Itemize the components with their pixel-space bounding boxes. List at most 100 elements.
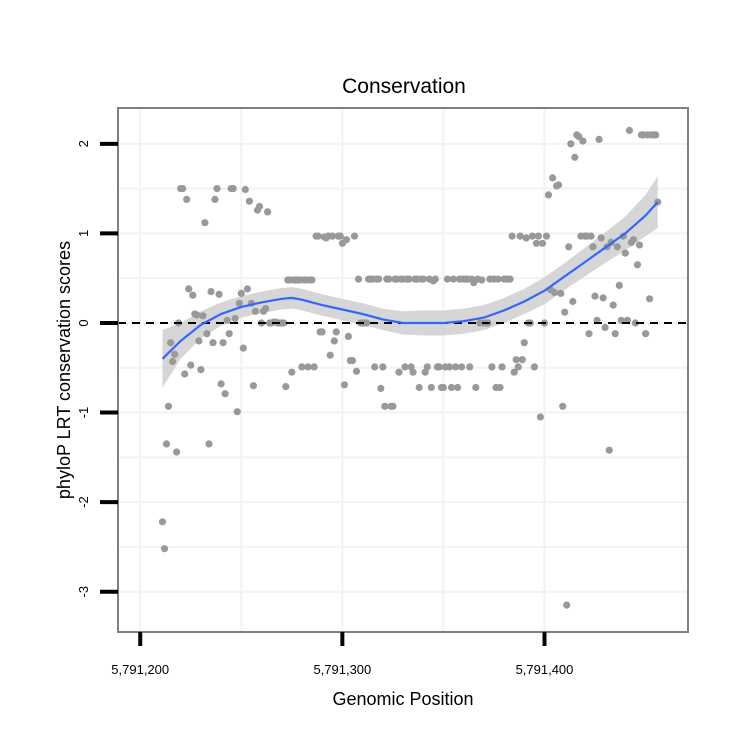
- y-tick-label: -3: [76, 586, 91, 598]
- data-point: [213, 185, 221, 193]
- data-point: [530, 363, 539, 371]
- data-point: [189, 291, 197, 299]
- data-point: [510, 368, 518, 376]
- data-point: [221, 390, 229, 398]
- data-point: [314, 232, 322, 240]
- data-point: [255, 202, 264, 211]
- data-point: [522, 234, 530, 242]
- data-point: [197, 366, 205, 374]
- data-point: [508, 232, 516, 240]
- data-point: [209, 339, 217, 347]
- data-point: [631, 319, 640, 327]
- data-point: [162, 440, 171, 448]
- data-point: [330, 337, 338, 345]
- data-point: [173, 448, 181, 456]
- data-point: [563, 601, 571, 609]
- data-point: [169, 357, 177, 366]
- data-point: [419, 275, 427, 283]
- data-point: [591, 292, 599, 300]
- data-point: [181, 370, 189, 378]
- data-point: [597, 234, 605, 242]
- data-point: [251, 307, 259, 315]
- data-point: [375, 275, 383, 283]
- data-point: [549, 174, 557, 182]
- data-point: [445, 363, 454, 371]
- data-point: [611, 330, 619, 338]
- data-point: [179, 185, 187, 193]
- x-tick-label: 5,791,300: [313, 662, 371, 677]
- data-point: [298, 363, 306, 371]
- data-point: [458, 363, 466, 371]
- data-point: [571, 153, 579, 161]
- data-point: [354, 275, 363, 283]
- data-point: [488, 363, 496, 371]
- data-point: [280, 319, 288, 327]
- data-point: [415, 383, 423, 392]
- data-point: [164, 402, 173, 410]
- data-point: [171, 350, 179, 358]
- data-point: [199, 312, 207, 320]
- data-point: [557, 289, 565, 297]
- data-point: [613, 243, 621, 251]
- data-point: [633, 261, 642, 269]
- data-point: [219, 339, 227, 347]
- data-point: [405, 275, 413, 283]
- data-point: [158, 518, 167, 526]
- data-point: [542, 232, 551, 240]
- data-point: [352, 367, 361, 375]
- data-point: [536, 413, 545, 421]
- data-point: [288, 368, 296, 376]
- data-points: [158, 126, 662, 609]
- data-point: [395, 368, 403, 376]
- chart-title: Conservation: [342, 75, 466, 98]
- data-point: [229, 185, 237, 193]
- data-point: [215, 290, 223, 298]
- data-point: [328, 232, 336, 240]
- data-point: [538, 239, 547, 247]
- y-tick-label: 1: [76, 230, 91, 237]
- data-point: [308, 276, 316, 284]
- data-point: [629, 236, 638, 244]
- data-point: [496, 383, 504, 392]
- data-point: [201, 219, 209, 227]
- x-tick-label: 5,791,200: [111, 662, 169, 677]
- data-point: [609, 301, 617, 309]
- x-axis-label: Genomic Position: [332, 689, 473, 709]
- data-point: [239, 344, 247, 352]
- data-point: [516, 232, 524, 240]
- data-point: [264, 208, 272, 216]
- data-point: [225, 330, 233, 338]
- data-point: [310, 363, 318, 371]
- data-point: [589, 243, 597, 251]
- data-point: [498, 363, 506, 371]
- data-point: [452, 363, 460, 371]
- data-point: [371, 363, 379, 371]
- data-point: [241, 185, 249, 194]
- y-tick-label: 2: [76, 140, 91, 147]
- data-point: [326, 351, 334, 359]
- data-point: [160, 545, 169, 553]
- data-point: [478, 276, 486, 284]
- data-point: [223, 316, 231, 324]
- data-point: [605, 446, 613, 454]
- data-point: [472, 383, 480, 392]
- data-point: [652, 131, 660, 139]
- smooth-trend-line: [161, 201, 659, 360]
- data-point: [449, 275, 458, 283]
- data-point: [183, 195, 191, 203]
- data-point: [185, 285, 193, 293]
- data-point: [205, 440, 213, 448]
- data-point: [555, 181, 563, 189]
- data-point: [494, 275, 502, 283]
- data-point: [528, 232, 537, 240]
- data-point: [534, 232, 543, 240]
- data-point: [587, 232, 595, 240]
- data-point: [569, 297, 577, 306]
- data-point: [193, 311, 201, 319]
- y-tick-label: 0: [76, 319, 91, 326]
- data-point: [217, 380, 225, 388]
- data-point: [237, 289, 245, 297]
- x-tick-label: 5,791,400: [516, 662, 574, 677]
- data-point: [348, 357, 357, 365]
